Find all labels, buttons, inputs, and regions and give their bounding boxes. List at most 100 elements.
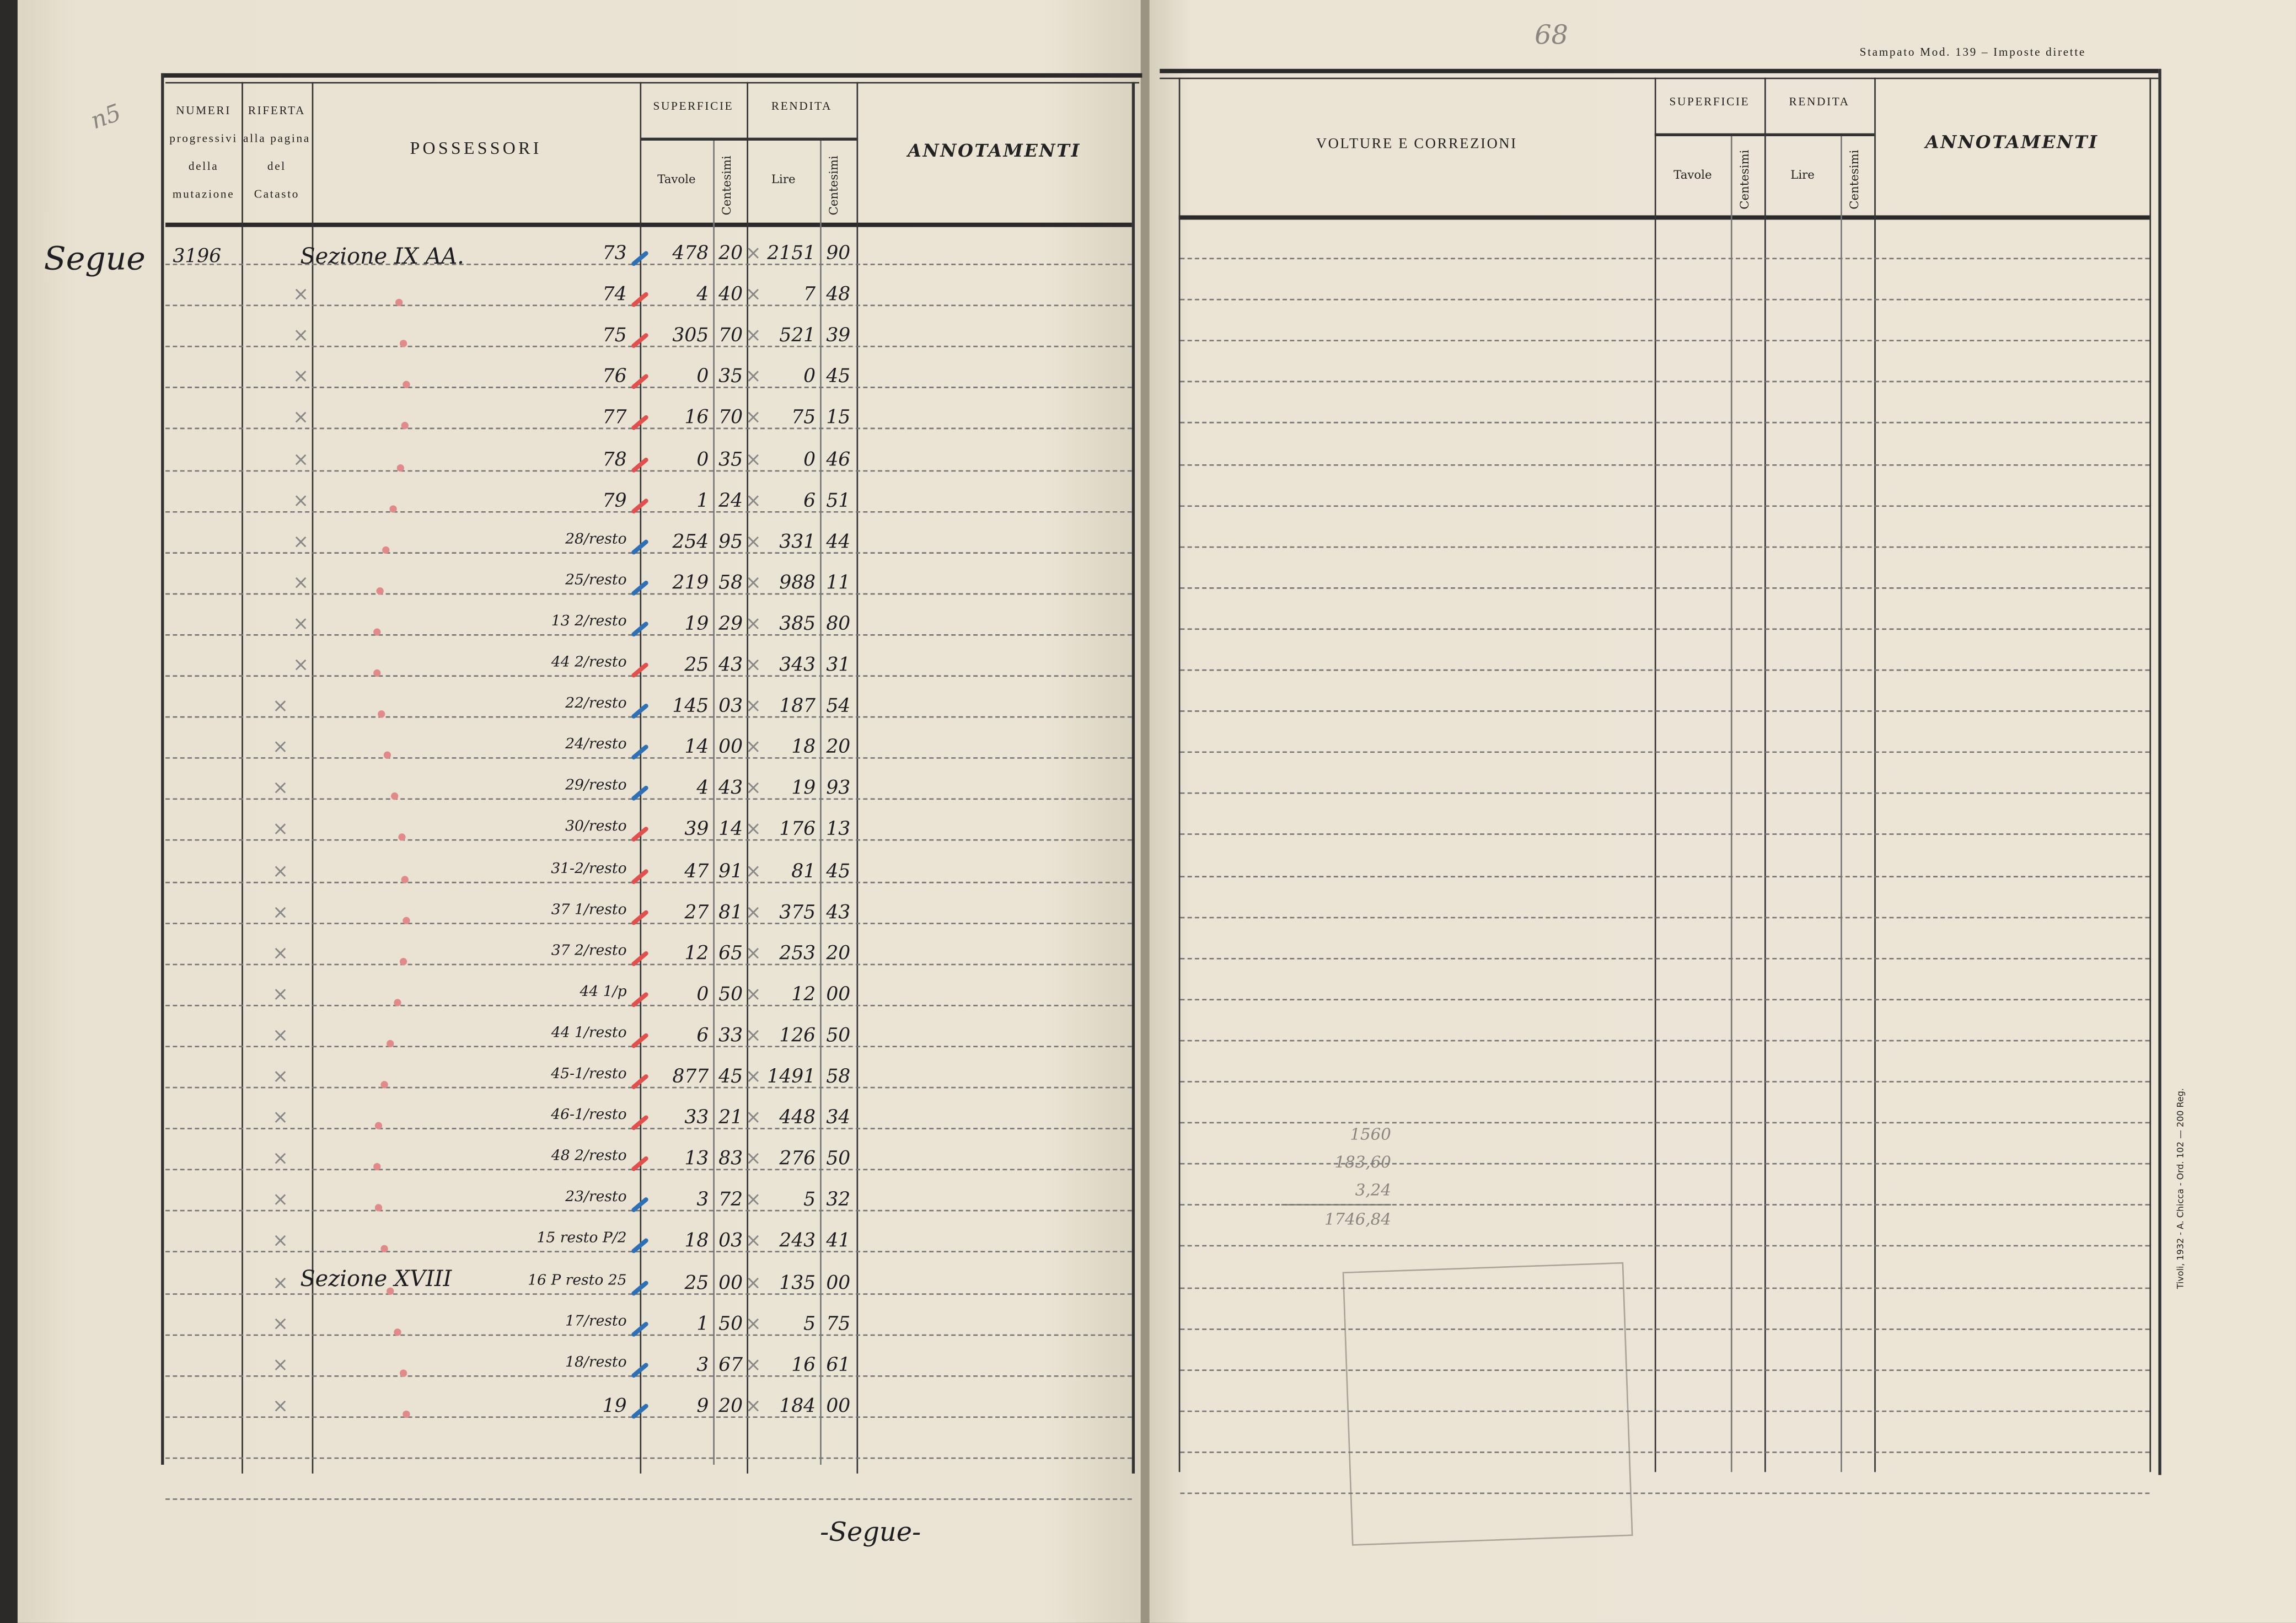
lire-cent-cell: 50 bbox=[826, 1148, 851, 1171]
cross-mark: × bbox=[293, 366, 309, 389]
cross-mark: × bbox=[272, 1272, 288, 1294]
cross-mark: × bbox=[745, 1190, 761, 1212]
lire-cent-cell: 43 bbox=[826, 902, 851, 924]
lire-cell: 81 bbox=[791, 860, 816, 883]
ruled-line bbox=[1180, 1040, 2150, 1042]
parcel-cell: 44 1/resto bbox=[551, 1025, 627, 1042]
header-line: del bbox=[267, 159, 286, 173]
tavole-cent-cell: 43 bbox=[718, 778, 743, 800]
tavole-cell: 16 bbox=[684, 408, 709, 430]
cross-mark: × bbox=[272, 1066, 288, 1089]
red-dot-mark bbox=[391, 792, 399, 800]
col-divider bbox=[820, 139, 822, 1465]
cross-mark: × bbox=[745, 819, 761, 842]
lire-cent-cell: 11 bbox=[826, 572, 851, 594]
header-lire: Lire bbox=[1790, 168, 1815, 182]
cross-mark: × bbox=[745, 984, 761, 1006]
lire-cent-cell: 46 bbox=[826, 449, 851, 471]
left-margin-note: Segue bbox=[44, 242, 146, 278]
ruled-line bbox=[165, 1169, 1132, 1171]
cross-mark: × bbox=[745, 1231, 761, 1253]
tavole-cell: 18 bbox=[684, 1231, 709, 1253]
ruled-line bbox=[1180, 752, 2150, 753]
ruled-line bbox=[165, 1416, 1132, 1418]
red-dot-mark bbox=[394, 998, 401, 1006]
red-dot-mark bbox=[395, 299, 403, 307]
header-tavole: Tavole bbox=[1673, 168, 1712, 182]
parcel-cell: 75 bbox=[602, 325, 627, 347]
ruled-line bbox=[1180, 1369, 2150, 1371]
ruled-line bbox=[1180, 505, 2150, 506]
red-dot-mark bbox=[374, 669, 382, 677]
red-dot-mark bbox=[375, 1122, 383, 1130]
tavole-cell: 39 bbox=[684, 819, 709, 842]
cross-mark: × bbox=[745, 778, 761, 800]
cross-mark: × bbox=[745, 1107, 761, 1130]
cross-mark: × bbox=[272, 737, 288, 759]
page-number: 68 bbox=[1535, 20, 1568, 51]
ruled-line bbox=[1180, 1287, 2150, 1288]
ruled-line bbox=[1180, 1204, 2150, 1206]
lire-cell: 331 bbox=[779, 531, 816, 554]
pencil-sum: 1560 183,60 3,24 1746,84 bbox=[1281, 1121, 1391, 1234]
tavole-cell: 0 bbox=[696, 984, 709, 1006]
lire-cent-cell: 41 bbox=[826, 1231, 851, 1253]
cross-mark: × bbox=[272, 1190, 288, 1212]
lire-cent-cell: 61 bbox=[826, 1354, 851, 1376]
red-dot-mark bbox=[400, 1369, 407, 1376]
cross-mark: × bbox=[745, 1025, 761, 1047]
header-centesimi: Centesimi bbox=[1738, 149, 1752, 210]
tavole-cent-cell: 72 bbox=[718, 1190, 743, 1212]
ruled-line bbox=[1180, 463, 2150, 465]
lire-cent-cell: 20 bbox=[826, 942, 851, 965]
lire-cell: 276 bbox=[779, 1148, 816, 1171]
tavole-cent-cell: 65 bbox=[718, 942, 743, 965]
header-annotamenti: ANNOTAMENTI bbox=[1925, 132, 2099, 153]
tavole-cent-cell: 21 bbox=[718, 1107, 743, 1130]
header-lire: Lire bbox=[771, 173, 796, 186]
lire-cell: 126 bbox=[779, 1025, 816, 1047]
right-top-rule bbox=[1160, 68, 2159, 73]
parcel-cell: 19 bbox=[602, 1395, 627, 1418]
cross-mark: × bbox=[745, 531, 761, 554]
ruled-line bbox=[1180, 258, 2150, 260]
red-dot-mark bbox=[380, 1245, 388, 1253]
lire-cell: 16 bbox=[791, 1354, 816, 1376]
parcel-cell: 25/resto bbox=[565, 572, 627, 589]
lire-cell: 176 bbox=[779, 819, 816, 842]
col-divider bbox=[856, 82, 859, 1474]
parcel-cell: 24/resto bbox=[565, 737, 627, 753]
tavole-cent-cell: 70 bbox=[718, 325, 743, 347]
parcel-cell: 48 2/resto bbox=[551, 1148, 627, 1165]
ruled-line bbox=[1180, 916, 2150, 918]
lire-cell: 343 bbox=[779, 655, 816, 677]
lire-cent-cell: 75 bbox=[826, 1313, 851, 1336]
tavole-cell: 33 bbox=[684, 1107, 709, 1130]
tavole-cell: 9 bbox=[696, 1395, 709, 1418]
ruled-line bbox=[1180, 628, 2150, 630]
red-dot-mark bbox=[403, 381, 410, 389]
cross-mark: × bbox=[272, 1107, 288, 1130]
tavole-cell: 25 bbox=[684, 655, 709, 677]
right-border bbox=[2158, 68, 2161, 1475]
cross-mark: × bbox=[745, 613, 761, 636]
ruled-line bbox=[165, 675, 1132, 677]
tavole-cell: 219 bbox=[672, 572, 709, 594]
sum-line: 1746,84 bbox=[1324, 1209, 1391, 1229]
ruled-line bbox=[165, 634, 1132, 636]
ruled-line bbox=[1180, 792, 2150, 795]
col-divider bbox=[1764, 77, 1766, 1472]
ruled-line bbox=[1180, 834, 2150, 835]
sub-header-rule bbox=[1654, 133, 1875, 137]
header-line: mutazione bbox=[172, 187, 235, 201]
parcel-cell: 18/resto bbox=[565, 1354, 627, 1371]
tavole-cent-cell: 00 bbox=[718, 737, 743, 759]
ruled-line bbox=[1180, 422, 2150, 424]
sum-line: 1560 bbox=[1350, 1124, 1391, 1144]
ruled-line bbox=[1180, 1122, 2150, 1124]
red-dot-mark bbox=[390, 505, 398, 512]
cross-mark: × bbox=[745, 942, 761, 965]
lire-cent-cell: 93 bbox=[826, 778, 851, 800]
tavole-cell: 19 bbox=[684, 613, 709, 636]
cross-mark: × bbox=[745, 1148, 761, 1171]
